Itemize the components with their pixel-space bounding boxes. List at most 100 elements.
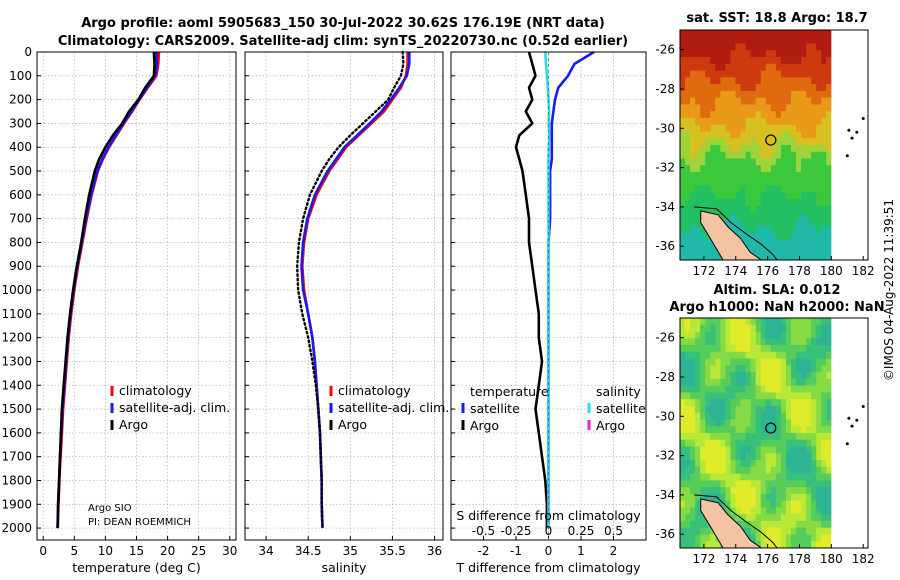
map-cell xyxy=(821,331,827,339)
map-cell xyxy=(720,324,727,333)
map-cell xyxy=(801,351,807,360)
map-cell xyxy=(826,192,832,200)
island-dot xyxy=(861,116,865,120)
map-cell xyxy=(811,30,817,38)
map-cell xyxy=(801,205,807,214)
map-cell xyxy=(710,192,716,200)
map-cell xyxy=(735,117,742,126)
map-cell xyxy=(821,541,827,548)
map-cell xyxy=(790,239,797,248)
map-cell xyxy=(720,138,727,146)
map-cell xyxy=(775,97,782,106)
map-cell xyxy=(745,36,752,45)
map-cell xyxy=(710,493,716,502)
map-cell xyxy=(680,57,686,65)
map-cell xyxy=(821,338,827,346)
map-cell xyxy=(730,500,737,509)
map-cell xyxy=(826,466,832,475)
map-cell xyxy=(826,124,832,133)
map-cell xyxy=(801,345,807,353)
map-cell xyxy=(735,419,742,427)
map-cell xyxy=(705,131,711,139)
map-cell xyxy=(715,77,721,85)
map-cell xyxy=(680,345,686,353)
map-cell xyxy=(790,205,797,214)
map-cell xyxy=(735,480,742,488)
map-cell xyxy=(796,378,802,387)
map-cell xyxy=(690,219,696,227)
map-cell xyxy=(806,426,812,434)
map-cell xyxy=(760,392,767,400)
map-cell xyxy=(755,57,762,65)
map-cell xyxy=(775,534,782,542)
map-cell xyxy=(790,219,797,227)
map-cell xyxy=(725,57,732,65)
map-cell xyxy=(710,158,716,166)
map-cell xyxy=(816,178,822,187)
map-cell xyxy=(806,117,812,126)
map-cell xyxy=(826,90,832,99)
map-cell xyxy=(725,412,732,421)
map-cell xyxy=(750,239,757,248)
map-cell xyxy=(685,351,691,360)
map-cell xyxy=(821,480,827,488)
map-cell xyxy=(745,433,752,441)
map-cell xyxy=(790,90,797,99)
map-cell xyxy=(821,253,827,260)
map-cell xyxy=(816,253,822,260)
map-cell xyxy=(775,36,782,45)
map-cell xyxy=(685,90,691,99)
island-dot xyxy=(861,404,865,408)
map-cell xyxy=(705,84,711,92)
map-cell xyxy=(806,158,812,166)
map-cell xyxy=(816,239,822,248)
map-cell xyxy=(780,232,787,241)
map-cell xyxy=(720,338,727,346)
y-tick-label: 100 xyxy=(9,69,32,83)
map-cell xyxy=(690,117,696,126)
map-cell xyxy=(725,372,732,380)
map-cell xyxy=(685,439,691,448)
map-cell xyxy=(720,104,727,112)
map-cell xyxy=(745,232,752,241)
map-cell xyxy=(700,318,706,326)
map-cell xyxy=(685,36,691,45)
map-cell xyxy=(801,145,807,153)
map-cell xyxy=(790,172,797,180)
map-cell xyxy=(765,507,772,515)
map-cell xyxy=(730,84,737,92)
map-cell xyxy=(705,399,711,407)
map-cell xyxy=(826,172,832,180)
map-cell xyxy=(705,520,711,529)
map-cell xyxy=(720,36,727,45)
map-cell xyxy=(806,219,812,227)
sst-map-title: sat. SST: 18.8 Argo: 18.7 xyxy=(686,11,867,26)
map-cell xyxy=(690,178,696,187)
map-cell xyxy=(730,514,737,522)
map-cell xyxy=(750,199,757,207)
map-cell xyxy=(730,90,737,99)
map-cell xyxy=(755,541,762,548)
map-cell xyxy=(685,318,691,326)
map-cell xyxy=(811,219,817,227)
map-cell xyxy=(775,372,782,380)
map-cell xyxy=(750,351,757,360)
map-cell xyxy=(826,365,832,373)
map-cell xyxy=(775,205,782,214)
map-cell xyxy=(690,324,696,333)
map-cell xyxy=(760,405,767,414)
map-cell xyxy=(775,151,782,160)
map-cell xyxy=(765,365,772,373)
map-cell xyxy=(806,246,812,254)
map-cell xyxy=(826,104,832,112)
map-cell xyxy=(700,185,706,193)
map-cell xyxy=(765,541,772,548)
map-cell xyxy=(796,199,802,207)
map-cell xyxy=(816,385,822,394)
map-cell xyxy=(725,378,732,387)
map-cell xyxy=(700,345,706,353)
map-cell xyxy=(821,487,827,495)
map-cell xyxy=(680,331,686,339)
map-cell xyxy=(685,419,691,427)
map-cell xyxy=(755,514,762,522)
